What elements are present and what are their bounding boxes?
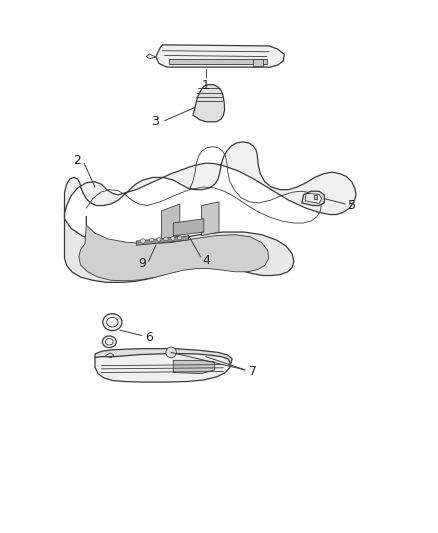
Text: 4: 4 xyxy=(202,254,210,266)
Text: 7: 7 xyxy=(250,365,258,378)
Ellipse shape xyxy=(166,347,177,358)
Ellipse shape xyxy=(178,236,182,240)
Text: 1: 1 xyxy=(202,79,210,92)
Polygon shape xyxy=(314,196,318,199)
Ellipse shape xyxy=(164,237,168,241)
Polygon shape xyxy=(305,193,322,204)
Text: 6: 6 xyxy=(145,330,153,344)
Polygon shape xyxy=(156,45,284,67)
Polygon shape xyxy=(146,54,156,59)
Text: 5: 5 xyxy=(348,199,356,212)
Polygon shape xyxy=(136,236,188,245)
Polygon shape xyxy=(162,204,180,241)
Polygon shape xyxy=(95,349,232,370)
Ellipse shape xyxy=(149,238,154,242)
Ellipse shape xyxy=(157,238,161,241)
Ellipse shape xyxy=(102,336,116,348)
Ellipse shape xyxy=(171,237,175,240)
Text: 9: 9 xyxy=(138,257,146,270)
Text: 3: 3 xyxy=(152,115,159,128)
Polygon shape xyxy=(64,142,356,215)
Polygon shape xyxy=(169,59,267,64)
Polygon shape xyxy=(253,59,262,66)
Ellipse shape xyxy=(106,338,113,345)
Polygon shape xyxy=(193,85,225,122)
Ellipse shape xyxy=(140,239,145,243)
Polygon shape xyxy=(95,353,230,382)
Polygon shape xyxy=(173,360,215,374)
Polygon shape xyxy=(302,191,324,206)
Polygon shape xyxy=(173,219,204,236)
Polygon shape xyxy=(201,202,219,236)
Ellipse shape xyxy=(107,317,118,327)
Text: 2: 2 xyxy=(73,154,81,167)
Polygon shape xyxy=(79,216,268,281)
Polygon shape xyxy=(64,214,294,282)
Ellipse shape xyxy=(103,314,122,330)
